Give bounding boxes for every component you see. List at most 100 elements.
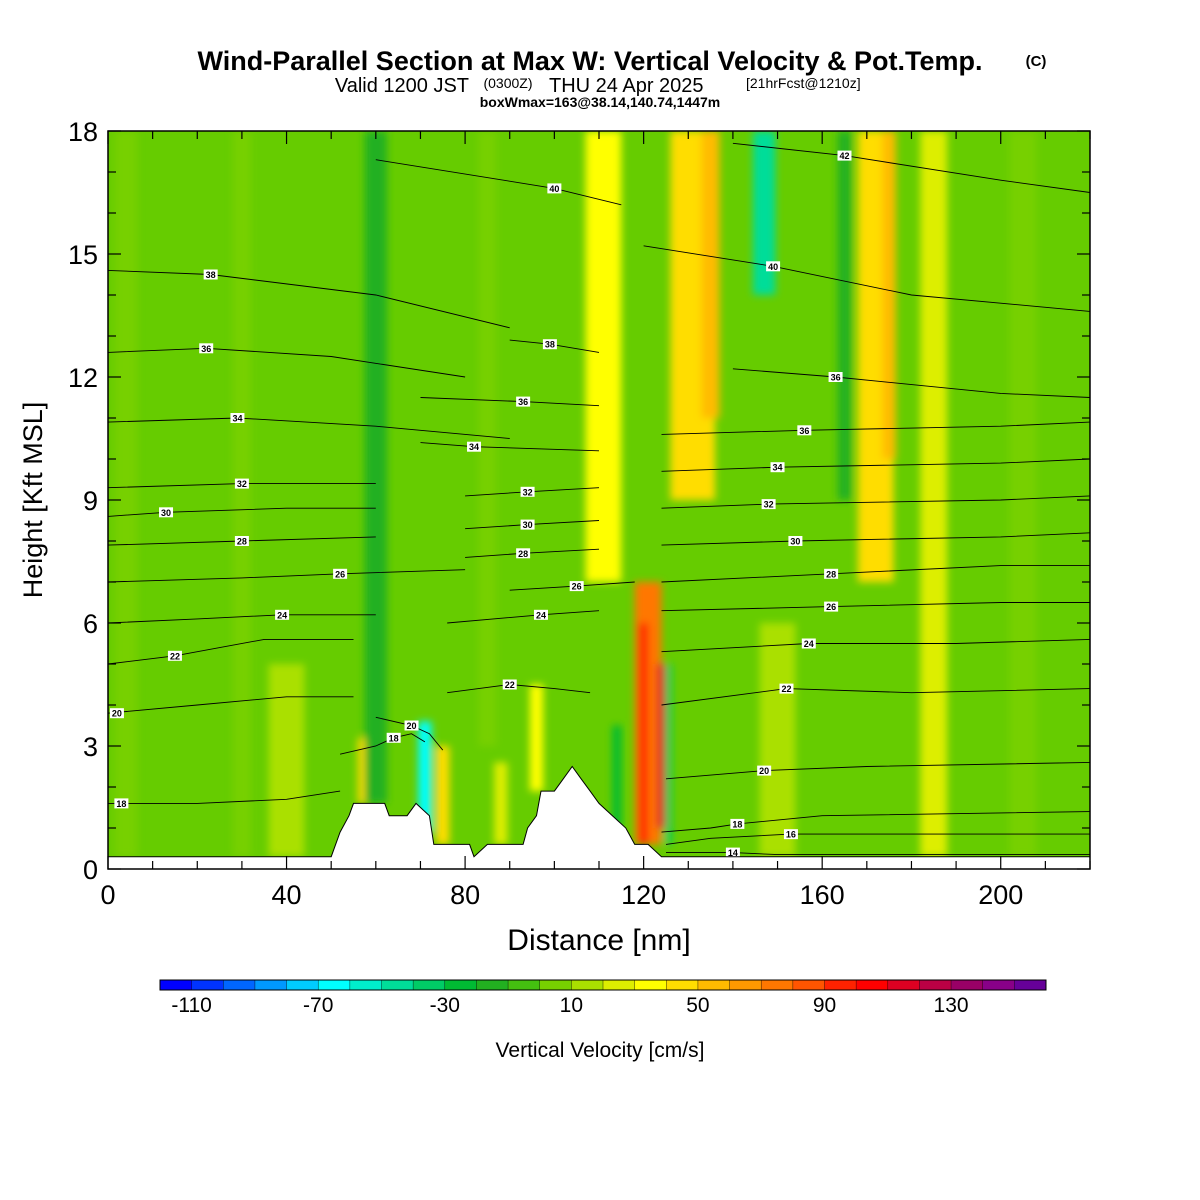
theta-label-bg-9 [502, 679, 517, 690]
colorbar-swatch-22 [856, 980, 889, 990]
x-tick-label-0: 0 [100, 880, 115, 910]
velocity-band-7 [882, 131, 896, 459]
theta-label-37: 42 [839, 151, 849, 161]
theta-contour-26 [661, 458, 1090, 472]
theta-contour-35 [643, 245, 1090, 312]
box-info: boxWmax=163@38.14,140.74,1447m [480, 94, 721, 110]
y-tick-label-1: 3 [83, 732, 98, 762]
velocity-band-20 [364, 131, 387, 804]
theta-label-bg-24 [234, 478, 249, 489]
theta-label-bg-32 [828, 372, 843, 382]
theta-label-bg-26 [770, 462, 785, 473]
colorbar-tick-label-0: -110 [171, 994, 211, 1017]
theta-contour-11 [661, 638, 1090, 653]
theta-label-27: 34 [232, 414, 242, 424]
colorbar-tick-label-1: -70 [303, 994, 333, 1017]
theta-contour-5 [665, 761, 1090, 780]
theta-label-bg-0 [725, 847, 740, 858]
theta-label-7: 20 [407, 721, 417, 731]
theta-contour-29 [661, 421, 1090, 435]
theta-label-bg-25 [520, 486, 535, 497]
theta-label-bg-21 [159, 507, 174, 518]
colorbar-swatch-17 [697, 980, 730, 990]
theta-label-bg-4 [386, 732, 401, 743]
theta-contour-8 [661, 688, 1090, 706]
theta-label-31: 36 [201, 344, 211, 354]
colorbar: -110 -70 -30 10 50 90 130 [159, 979, 1047, 1017]
y-tick-label-4: 12 [68, 363, 98, 393]
theta-label-bg-13 [275, 609, 290, 620]
colorbar-swatch-11 [508, 980, 541, 990]
x-tick-label-3: 120 [621, 880, 666, 910]
theta-label-21: 30 [161, 508, 171, 518]
theta-label-bg-20 [788, 536, 803, 546]
x-axis-label: Distance [nm] [507, 924, 690, 957]
theta-contour-23 [661, 495, 1090, 509]
colorbar-swatch-2 [223, 980, 256, 990]
velocity-band-13 [436, 746, 450, 845]
theta-label-bg-34 [542, 339, 557, 350]
theta-contour-3 [108, 790, 341, 804]
theta-label-10: 22 [170, 651, 180, 661]
theta-label-36: 40 [549, 184, 559, 194]
theta-label-16: 26 [572, 582, 582, 592]
y-tick-label-3: 9 [83, 486, 98, 516]
colorbar-swatch-21 [824, 980, 857, 990]
theta-label-bg-10 [167, 650, 182, 661]
theta-contour-15 [108, 569, 466, 583]
theta-contours: 14 16 18 18 18 20 20 20 22 22 22 24 24 24 26 26 26 28 28 28… [108, 142, 1090, 858]
colorbar-swatch-1 [191, 980, 224, 990]
theta-contour-32 [732, 368, 1090, 398]
theta-contour-33 [108, 269, 510, 329]
theta-label-bg-23 [761, 499, 776, 510]
y-axis-label: Height [Kft MSL] [18, 402, 48, 599]
theta-label-17: 28 [826, 569, 836, 579]
colorbar-label: Vertical Velocity [cm/s] [496, 1039, 705, 1062]
theta-label-bg-27 [230, 413, 245, 423]
velocity-band-3 [701, 131, 720, 418]
theta-contour-7 [375, 716, 444, 751]
theta-label-bg-12 [533, 609, 548, 620]
x-tick-label-5: 200 [978, 880, 1023, 910]
theta-label-bg-15 [333, 568, 348, 579]
theta-label-33: 38 [206, 270, 216, 280]
theta-label-24: 32 [237, 479, 247, 489]
velocity-band-11 [664, 664, 672, 845]
y-tick-label-0: 0 [83, 855, 98, 885]
x-axis: 0 40 80 120 160 200 [100, 131, 1091, 910]
colorbar-swatch-0 [160, 980, 192, 990]
colorbar-tick-label-4: 50 [686, 994, 709, 1017]
theta-label-bg-19 [516, 548, 531, 559]
colorbar-tick-label-5: 90 [813, 994, 836, 1017]
theta-label-bg-17 [824, 568, 839, 579]
theta-contour-14 [661, 602, 1090, 612]
velocity-band-25 [268, 664, 305, 857]
colorbar-swatch-7 [381, 980, 414, 990]
theta-label-bg-31 [199, 343, 214, 354]
colorbar-swatch-23 [887, 980, 920, 990]
theta-contour-9 [447, 684, 591, 694]
theta-label-32: 36 [831, 373, 841, 383]
velocity-band-10 [657, 664, 666, 828]
velocity-band-24 [759, 623, 796, 857]
theta-label-12: 24 [536, 610, 546, 620]
colorbar-swatch-14 [603, 980, 635, 990]
y-tick-label-6: 18 [68, 117, 98, 147]
theta-label-bg-8 [779, 683, 794, 694]
theta-label-bg-7 [404, 720, 419, 731]
theta-label-15: 26 [335, 569, 345, 579]
theta-label-bg-2 [730, 818, 745, 829]
velocity-band-17 [612, 725, 622, 828]
forecast-tag: [21hrFcst@1210z] [746, 75, 861, 91]
theta-label-34: 38 [545, 340, 555, 350]
valid-line: Valid 1200 JST (0300Z) THU 24 Apr 2025 [… [335, 75, 861, 97]
colorbar-swatch-16 [666, 980, 699, 990]
theta-label-19: 28 [518, 549, 528, 559]
theta-label-bg-5 [757, 765, 772, 776]
colorbar-swatch-9 [444, 980, 477, 990]
velocity-band-5 [837, 131, 852, 500]
theta-contour-17 [661, 565, 1090, 583]
colorbar-swatch-27 [1014, 980, 1047, 990]
theta-contour-31 [108, 347, 466, 378]
